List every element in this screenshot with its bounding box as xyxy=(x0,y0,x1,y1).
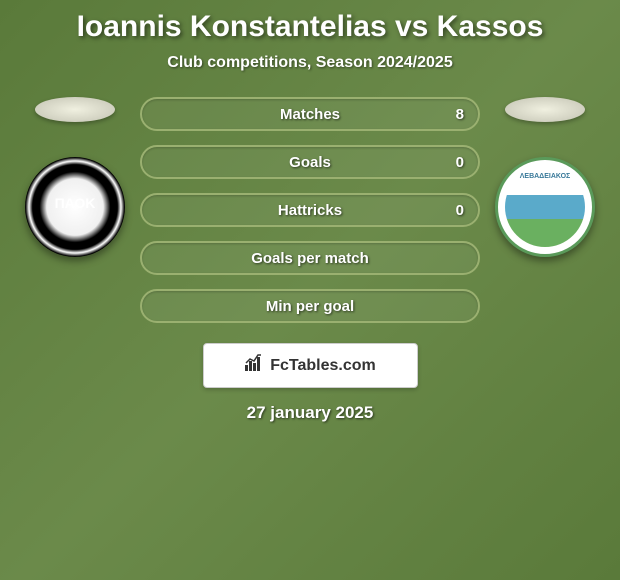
right-oval-marker xyxy=(505,97,585,122)
date-text: 27 january 2025 xyxy=(0,403,620,423)
stat-label: Hattricks xyxy=(278,202,342,219)
brand-text: FcTables.com xyxy=(270,357,376,375)
stat-label: Matches xyxy=(280,106,340,123)
right-badge-text: ΛΕΒΑΔΕΙΑΚΟΣ xyxy=(505,173,585,180)
left-oval-marker xyxy=(35,97,115,122)
stat-row-goals-per-match: Goals per match xyxy=(140,241,480,275)
stat-label: Goals per match xyxy=(251,250,369,267)
stat-row-hattricks: Hattricks 0 xyxy=(140,193,480,227)
page-subtitle: Club competitions, Season 2024/2025 xyxy=(0,54,620,72)
brand-box[interactable]: FcTables.com xyxy=(203,343,418,388)
stat-row-goals: Goals 0 xyxy=(140,145,480,179)
stat-value-right: 0 xyxy=(456,202,464,219)
right-badge-inner: ΛΕΒΑΔΕΙΑΚΟΣ xyxy=(505,167,585,247)
content-area: Matches 8 Goals 0 Hattricks 0 Goals per … xyxy=(0,97,620,323)
stats-column: Matches 8 Goals 0 Hattricks 0 Goals per … xyxy=(140,97,480,323)
stat-label: Min per goal xyxy=(266,298,354,315)
stat-row-min-per-goal: Min per goal xyxy=(140,289,480,323)
stat-value-right: 8 xyxy=(456,106,464,123)
chart-icon xyxy=(244,354,264,377)
stat-row-matches: Matches 8 xyxy=(140,97,480,131)
left-badge-column xyxy=(25,97,125,257)
right-badge-column: ΛΕΒΑΔΕΙΑΚΟΣ xyxy=(495,97,595,257)
page-title: Ioannis Konstantelias vs Kassos xyxy=(0,10,620,44)
stat-value-right: 0 xyxy=(456,154,464,171)
left-club-badge xyxy=(25,157,125,257)
stat-label: Goals xyxy=(289,154,331,171)
right-club-badge: ΛΕΒΑΔΕΙΑΚΟΣ xyxy=(495,157,595,257)
